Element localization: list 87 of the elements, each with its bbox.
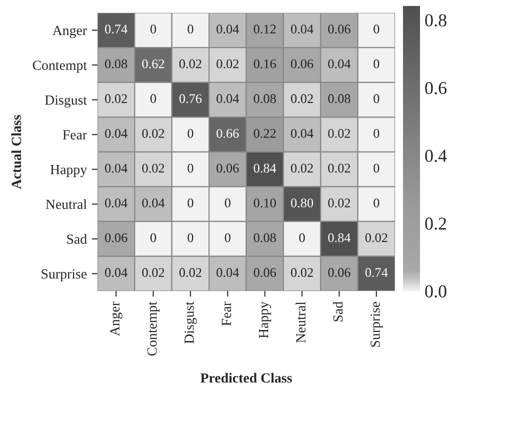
data-label: 0: [299, 233, 305, 242]
data-label: 0: [224, 233, 230, 242]
data-label: 0.04: [290, 128, 314, 138]
y-tick-label: Fear: [62, 130, 87, 140]
x-axis-title: Predicted Class: [200, 372, 292, 383]
data-label: 0.08: [105, 59, 128, 68]
x-tick-label: Happy: [259, 302, 272, 338]
data-label: 0.10: [254, 198, 276, 208]
y-tick-label: Contempt: [32, 60, 87, 73]
data-label: 0.02: [328, 198, 350, 208]
data-label: 0: [188, 233, 194, 242]
y-tick-label: Surprise: [42, 269, 87, 282]
data-label: 0.04: [105, 198, 128, 208]
data-label: 0.02: [105, 94, 127, 104]
data-label: 0.02: [216, 59, 238, 68]
data-label: 0.62: [142, 59, 164, 68]
data-label: 0.04: [216, 94, 239, 104]
y-tick-label: Anger: [52, 26, 87, 38]
data-label: 0.66: [216, 128, 239, 138]
data-label: 0.04: [105, 128, 128, 138]
y-tick-label: Neutral: [46, 199, 87, 210]
y-axis-title: Actual Class: [11, 115, 22, 190]
data-label: 0.02: [328, 164, 350, 173]
data-label: 0.02: [142, 164, 164, 173]
color-bar-label: 0.8: [425, 14, 446, 26]
data-label: 0.04: [216, 24, 239, 34]
data-label: 0.04: [290, 24, 314, 34]
color-bar-label: 0.0: [425, 285, 446, 298]
data-label: 0.02: [365, 233, 388, 242]
y-tick-label: Disgust: [45, 95, 87, 108]
data-label: 0.84: [328, 233, 351, 242]
data-label: 0.08: [254, 233, 276, 242]
data-label: 0.80: [290, 198, 314, 208]
data-label: 0: [374, 128, 380, 138]
data-label: 0.84: [254, 164, 276, 173]
data-label: 0: [374, 59, 380, 68]
y-tick-label: Sad: [67, 234, 87, 244]
data-label: 0: [150, 24, 156, 34]
color-bar-label: 0.2: [425, 218, 446, 230]
x-tick-label: Contempt: [147, 302, 160, 356]
y-tick-label: Happy: [50, 165, 87, 178]
data-label: 0: [224, 198, 230, 208]
data-label: 0: [188, 164, 194, 173]
data-label: 0.02: [179, 268, 202, 278]
data-label: 0: [374, 24, 380, 34]
data-label: 0.04: [105, 164, 128, 173]
data-label: 0.74: [105, 24, 128, 34]
color-bar-label: 0.6: [425, 82, 447, 94]
data-label: 0.06: [254, 268, 276, 278]
data-label: 0.12: [254, 24, 276, 34]
data-label: 0: [188, 198, 194, 208]
data-label: 0: [374, 164, 380, 173]
data-label: 0: [374, 198, 380, 208]
data-label: 0.02: [142, 128, 164, 138]
data-label: 0.74: [365, 268, 388, 278]
data-label: 0.04: [216, 268, 239, 278]
data-label: 0.16: [254, 59, 276, 68]
data-label: 0.06: [105, 233, 128, 242]
data-label: 0.22: [254, 128, 276, 138]
data-label: 0: [150, 94, 156, 104]
x-tick-label: Surprise: [370, 302, 383, 347]
data-label: 0.06: [328, 24, 350, 34]
data-label: 0.02: [179, 59, 202, 68]
data-label: 0.04: [328, 59, 351, 68]
data-label: 0.02: [142, 268, 164, 278]
data-label: 0.06: [216, 164, 239, 173]
data-label: 0: [150, 233, 156, 242]
color-bar-label: 0.4: [425, 150, 447, 162]
data-label: 0.08: [328, 94, 350, 104]
data-label: 0.02: [328, 128, 350, 138]
data-label: 0: [188, 24, 194, 34]
data-label: 0.76: [179, 94, 202, 104]
data-label: 0.06: [290, 59, 314, 68]
data-label: 0.02: [290, 164, 313, 173]
data-label: 0: [188, 128, 194, 138]
data-label: 0.08: [254, 94, 276, 104]
x-tick-label: Neutral: [296, 302, 306, 343]
data-label: 0.04: [105, 268, 128, 278]
x-tick-label: Fear: [222, 302, 232, 326]
x-tick-label: Disgust: [184, 302, 197, 344]
x-tick-label: Sad: [332, 302, 343, 322]
data-label: 0.04: [142, 198, 165, 208]
x-tick-label: Anger: [110, 302, 122, 336]
data-label: 0.06: [328, 268, 350, 278]
data-label: 0: [374, 94, 380, 104]
data-label: 0.02: [290, 268, 313, 278]
data-label: 0.02: [290, 94, 313, 104]
